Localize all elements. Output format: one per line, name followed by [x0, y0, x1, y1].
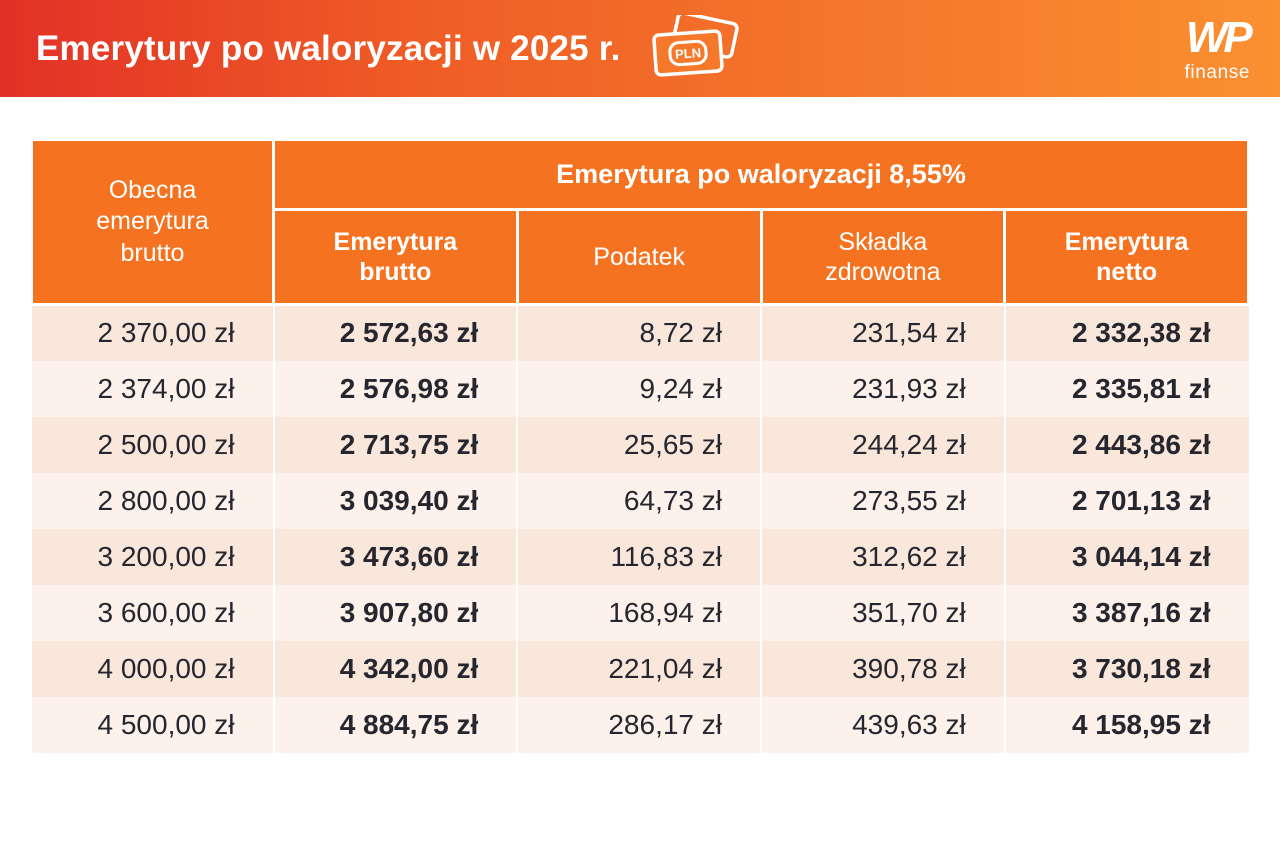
- cell-net: 3 044,14 zł: [1003, 528, 1249, 585]
- cell-gross-after: 3 473,60 zł: [272, 528, 518, 585]
- table-row: 2 370,00 zł 2 572,63 zł 8,72 zł 231,54 z…: [31, 304, 1249, 361]
- table-row: 4 000,00 zł 4 342,00 zł 221,04 zł 390,78…: [31, 640, 1249, 697]
- table-header-row-top: Obecna emerytura brutto Emerytura po wal…: [30, 138, 1250, 306]
- cell-net: 3 387,16 zł: [1003, 584, 1249, 641]
- pension-table: Obecna emerytura brutto Emerytura po wal…: [30, 138, 1250, 753]
- column-header-label: Podatek: [593, 242, 685, 271]
- cell-current-gross: 4 500,00 zł: [31, 696, 274, 753]
- cell-tax: 25,65 zł: [516, 416, 761, 473]
- pension-table-wrapper: Obecna emerytura brutto Emerytura po wal…: [30, 138, 1250, 753]
- cell-health: 244,24 zł: [760, 416, 1005, 473]
- column-header-label: Składka zdrowotna: [825, 227, 941, 287]
- cell-current-gross: 4 000,00 zł: [31, 640, 274, 697]
- cell-health: 273,55 zł: [760, 472, 1005, 529]
- content-area: Obecna emerytura brutto Emerytura po wal…: [0, 138, 1280, 753]
- cell-health: 390,78 zł: [760, 640, 1005, 697]
- cell-health: 231,93 zł: [760, 360, 1005, 417]
- column-header-health-contribution: Składka zdrowotna: [759, 208, 1007, 306]
- cell-tax: 286,17 zł: [516, 696, 761, 753]
- page-title: Emerytury po waloryzacji w 2025 r.: [36, 28, 621, 68]
- cell-gross-after: 4 342,00 zł: [272, 640, 518, 697]
- table-header-row-sub: Emerytura brutto Podatek Składka zdrowot…: [32, 208, 1250, 306]
- cell-tax: 8,72 zł: [516, 304, 761, 361]
- cell-gross-after: 2 576,98 zł: [272, 360, 518, 417]
- column-header-tax: Podatek: [515, 208, 763, 306]
- cell-current-gross: 2 500,00 zł: [31, 416, 274, 473]
- cell-current-gross: 3 600,00 zł: [31, 584, 274, 641]
- pln-label: PLN: [674, 45, 701, 62]
- table-row: 2 500,00 zł 2 713,75 zł 25,65 zł 244,24 …: [31, 416, 1249, 473]
- cell-net: 2 335,81 zł: [1003, 360, 1249, 417]
- cell-tax: 116,83 zł: [516, 528, 761, 585]
- column-header-gross-after: Emerytura brutto: [272, 208, 519, 306]
- cell-tax: 221,04 zł: [516, 640, 761, 697]
- cell-current-gross: 2 800,00 zł: [31, 472, 274, 529]
- cell-health: 351,70 zł: [760, 584, 1005, 641]
- cell-net: 3 730,18 zł: [1003, 640, 1249, 697]
- table-row: 3 200,00 zł 3 473,60 zł 116,83 zł 312,62…: [31, 528, 1249, 585]
- column-header-label: Obecna emerytura brutto: [96, 176, 209, 267]
- column-header-label: Emerytura brutto: [333, 227, 458, 287]
- cell-net: 4 158,95 zł: [1003, 696, 1249, 753]
- cell-health: 312,62 zł: [760, 528, 1005, 585]
- cell-net: 2 332,38 zł: [1003, 304, 1249, 361]
- table-row: 4 500,00 zł 4 884,75 zł 286,17 zł 439,63…: [31, 696, 1249, 753]
- column-header-label: Emerytura netto: [1064, 227, 1189, 287]
- pln-banknote-icon: PLN: [649, 11, 741, 84]
- cell-health: 439,63 zł: [760, 696, 1005, 753]
- cell-tax: 9,24 zł: [516, 360, 761, 417]
- cell-current-gross: 3 200,00 zł: [31, 528, 274, 585]
- table-row: 2 374,00 zł 2 576,98 zł 9,24 zł 231,93 z…: [31, 360, 1249, 417]
- cell-gross-after: 3 039,40 zł: [272, 472, 518, 529]
- table-row: 3 600,00 zł 3 907,80 zł 168,94 zł 351,70…: [31, 584, 1249, 641]
- column-header-net: Emerytura netto: [1003, 208, 1250, 306]
- cell-current-gross: 2 370,00 zł: [31, 304, 274, 361]
- cell-gross-after: 2 572,63 zł: [272, 304, 518, 361]
- cell-gross-after: 3 907,80 zł: [272, 584, 518, 641]
- wp-logo-finanse-label: finanse: [1184, 61, 1250, 83]
- group-header-indexation: Emerytura po waloryzacji 8,55%: [272, 138, 1250, 211]
- header-banner: Emerytury po waloryzacji w 2025 r. PLN W…: [0, 0, 1280, 97]
- cell-tax: 168,94 zł: [516, 584, 761, 641]
- cell-tax: 64,73 zł: [516, 472, 761, 529]
- wp-finanse-logo: WP finanse: [1184, 13, 1253, 83]
- wp-logo-mark: WP: [1185, 13, 1253, 63]
- table-row: 2 800,00 zł 3 039,40 zł 64,73 zł 273,55 …: [31, 472, 1249, 529]
- column-header-current-gross: Obecna emerytura brutto: [30, 138, 275, 306]
- cell-net: 2 443,86 zł: [1003, 416, 1249, 473]
- cell-net: 2 701,13 zł: [1003, 472, 1249, 529]
- cell-current-gross: 2 374,00 zł: [31, 360, 274, 417]
- cell-gross-after: 2 713,75 zł: [272, 416, 518, 473]
- cell-gross-after: 4 884,75 zł: [272, 696, 518, 753]
- cell-health: 231,54 zł: [760, 304, 1005, 361]
